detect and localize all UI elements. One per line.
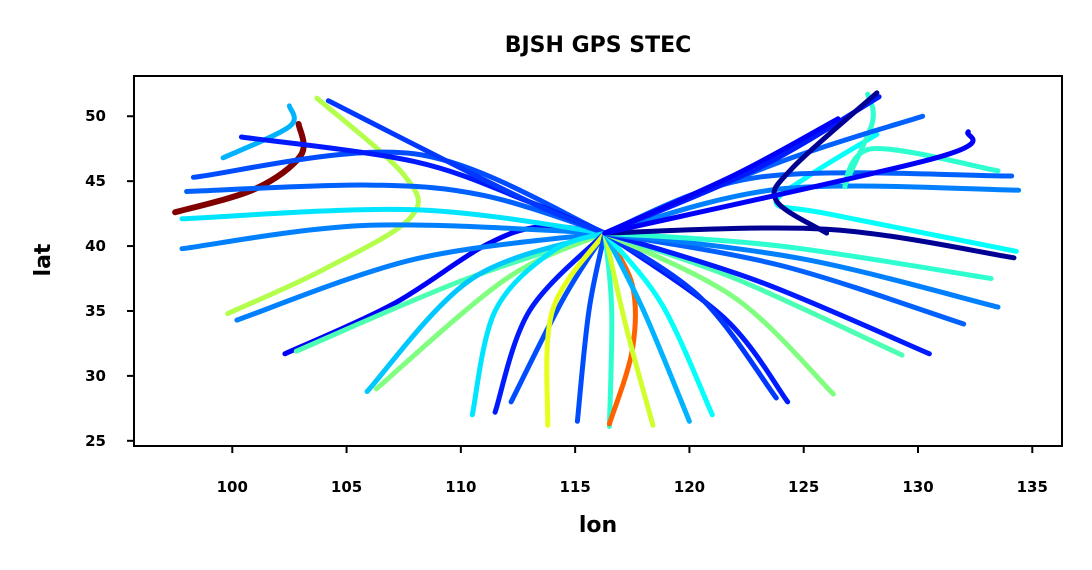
satellite-track xyxy=(234,230,608,323)
satellite-track xyxy=(842,91,1001,189)
satellite-track xyxy=(602,230,656,428)
satellite-track xyxy=(179,206,608,236)
chart-title: BJSH GPS STEC xyxy=(505,33,692,58)
x-tick-label: 100 xyxy=(217,478,248,496)
y-tick-label: 40 xyxy=(85,237,106,255)
satellite-track xyxy=(602,230,932,357)
x-tick-label: 130 xyxy=(902,478,933,496)
x-tick-label: 135 xyxy=(1017,478,1048,496)
y-tick-label: 35 xyxy=(85,302,106,320)
satellite-track xyxy=(190,149,608,236)
satellite-track xyxy=(469,230,608,418)
plot-frame xyxy=(133,75,1063,447)
x-axis-ticks: 100 105 110 115 120 125 130 135 xyxy=(217,446,1048,496)
x-tick-label: 125 xyxy=(788,478,819,496)
satellite-track xyxy=(602,225,1017,261)
x-tick-label: 105 xyxy=(331,478,362,496)
satellite-track xyxy=(172,121,307,216)
satellite-track xyxy=(220,103,297,161)
y-tick-label: 25 xyxy=(85,432,106,450)
satellite-track xyxy=(602,230,1001,310)
y-tick-label: 45 xyxy=(85,172,106,190)
y-axis-ticks: 25 30 35 40 45 50 xyxy=(85,107,134,450)
satellite-track xyxy=(544,230,608,428)
satellite-track xyxy=(492,230,608,415)
satellite-track xyxy=(771,90,880,236)
satellite-track xyxy=(325,98,608,236)
satellite-track xyxy=(602,230,836,397)
x-axis-label: lon xyxy=(579,513,617,538)
x-tick-label: 110 xyxy=(445,478,476,496)
satellite-track xyxy=(574,230,608,424)
satellite-track xyxy=(225,95,421,317)
satellite-track xyxy=(602,116,841,236)
satellite-track xyxy=(179,222,608,252)
track-layer xyxy=(172,90,1022,429)
y-tick-label: 50 xyxy=(85,107,106,125)
satellite-track xyxy=(602,230,715,418)
satellite-track xyxy=(602,129,976,236)
y-axis-label: lat xyxy=(31,243,56,276)
x-tick-label: 120 xyxy=(674,478,705,496)
satellite-track xyxy=(602,183,1022,236)
satellite-track xyxy=(602,230,692,424)
y-tick-label: 30 xyxy=(85,367,106,385)
satellite-track xyxy=(373,230,608,392)
satellite-track xyxy=(602,230,779,401)
satellite-track xyxy=(602,230,994,281)
satellite-track xyxy=(184,182,608,236)
x-tick-label: 115 xyxy=(559,478,590,496)
